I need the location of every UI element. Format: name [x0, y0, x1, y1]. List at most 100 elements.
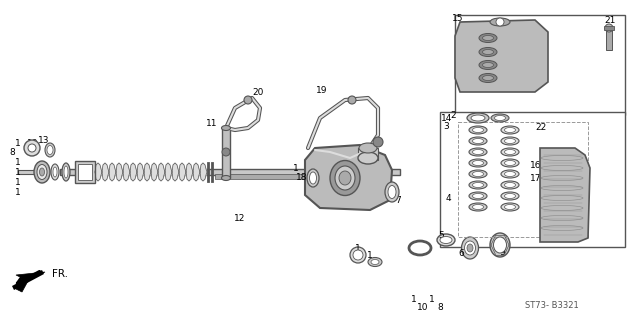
Text: 1: 1: [293, 164, 299, 172]
Text: 8: 8: [9, 148, 15, 156]
Circle shape: [373, 137, 383, 147]
Ellipse shape: [505, 194, 516, 198]
Polygon shape: [193, 163, 200, 181]
Ellipse shape: [479, 47, 497, 57]
Ellipse shape: [473, 182, 484, 188]
Circle shape: [24, 140, 40, 156]
Polygon shape: [540, 148, 590, 242]
Ellipse shape: [469, 170, 487, 178]
Ellipse shape: [505, 182, 516, 188]
Circle shape: [28, 144, 36, 152]
Ellipse shape: [473, 172, 484, 177]
Ellipse shape: [45, 143, 55, 157]
Ellipse shape: [469, 148, 487, 156]
Ellipse shape: [491, 114, 509, 122]
Ellipse shape: [473, 139, 484, 143]
Ellipse shape: [371, 260, 379, 265]
Polygon shape: [95, 163, 102, 181]
Ellipse shape: [479, 74, 497, 83]
Ellipse shape: [47, 146, 53, 155]
Ellipse shape: [330, 161, 360, 196]
Text: 2: 2: [450, 110, 456, 119]
Ellipse shape: [464, 241, 475, 255]
Text: 3: 3: [443, 122, 449, 131]
Text: 1: 1: [429, 295, 435, 305]
Bar: [75, 161, 95, 183]
Ellipse shape: [482, 50, 494, 54]
Text: 4: 4: [445, 194, 451, 203]
Polygon shape: [144, 163, 151, 181]
Ellipse shape: [307, 169, 319, 187]
Ellipse shape: [501, 170, 519, 178]
Text: 6: 6: [458, 249, 464, 258]
Polygon shape: [109, 163, 116, 181]
Text: 11: 11: [206, 118, 218, 127]
Polygon shape: [151, 163, 158, 181]
Text: 1: 1: [15, 139, 21, 148]
Ellipse shape: [473, 149, 484, 155]
Ellipse shape: [501, 203, 519, 211]
Polygon shape: [305, 145, 392, 210]
Polygon shape: [123, 163, 130, 181]
Ellipse shape: [490, 233, 510, 257]
Bar: [455, 15, 625, 115]
Polygon shape: [158, 163, 165, 181]
Ellipse shape: [494, 237, 507, 253]
Ellipse shape: [469, 137, 487, 145]
Ellipse shape: [473, 161, 484, 165]
Ellipse shape: [469, 126, 487, 134]
Text: 1: 1: [411, 295, 417, 305]
Text: 1: 1: [15, 178, 21, 187]
Bar: [215, 174, 360, 179]
Text: 15: 15: [452, 13, 464, 22]
Text: 17: 17: [530, 173, 542, 182]
Text: ST73- B3321: ST73- B3321: [525, 301, 579, 310]
Ellipse shape: [501, 148, 519, 156]
Text: 8: 8: [437, 303, 443, 313]
Ellipse shape: [469, 181, 487, 189]
Ellipse shape: [505, 161, 516, 165]
Bar: [222, 128, 230, 178]
Ellipse shape: [335, 166, 355, 190]
Circle shape: [605, 24, 613, 32]
Text: 10: 10: [27, 139, 39, 148]
Polygon shape: [172, 163, 179, 181]
Polygon shape: [200, 163, 207, 181]
Ellipse shape: [34, 161, 50, 183]
Text: 9: 9: [499, 247, 505, 257]
Ellipse shape: [51, 164, 59, 180]
Text: 1: 1: [15, 188, 21, 196]
Text: 1: 1: [15, 167, 21, 177]
Text: 5: 5: [438, 230, 444, 239]
Ellipse shape: [368, 258, 382, 267]
Text: 14: 14: [441, 114, 453, 123]
Ellipse shape: [473, 127, 484, 132]
Ellipse shape: [358, 152, 378, 164]
Circle shape: [496, 18, 504, 26]
Ellipse shape: [359, 143, 377, 153]
Ellipse shape: [353, 250, 363, 260]
Polygon shape: [179, 163, 186, 181]
Ellipse shape: [64, 166, 68, 178]
Ellipse shape: [221, 175, 230, 180]
Ellipse shape: [40, 168, 45, 176]
Text: 12: 12: [234, 213, 246, 222]
Text: 16: 16: [530, 161, 542, 170]
Ellipse shape: [62, 163, 70, 181]
Ellipse shape: [501, 192, 519, 200]
Ellipse shape: [221, 125, 230, 131]
Text: 1: 1: [367, 252, 373, 260]
Polygon shape: [130, 163, 137, 181]
Text: 10: 10: [417, 303, 429, 313]
Ellipse shape: [469, 203, 487, 211]
Text: 1: 1: [15, 157, 21, 166]
Ellipse shape: [469, 192, 487, 200]
Ellipse shape: [469, 159, 487, 167]
Text: 20: 20: [252, 87, 263, 97]
Ellipse shape: [479, 34, 497, 43]
Ellipse shape: [501, 159, 519, 167]
Ellipse shape: [388, 186, 396, 198]
Polygon shape: [116, 163, 123, 181]
Polygon shape: [186, 163, 193, 181]
Ellipse shape: [53, 167, 57, 177]
